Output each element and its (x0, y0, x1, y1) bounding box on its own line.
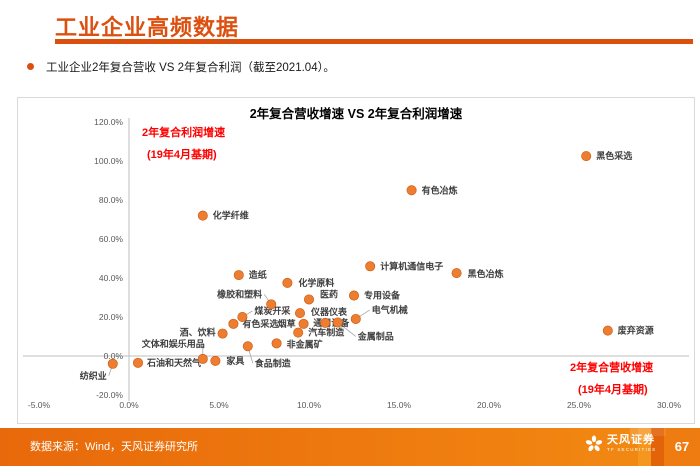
x-tick-label: 15.0% (387, 400, 412, 410)
x-tick-label: 5.0% (209, 400, 229, 410)
brand-name: 天风证券 (607, 434, 655, 447)
y-tick-label: 20.0% (99, 312, 124, 322)
data-point (197, 210, 208, 221)
point-label: 黑色冶炼 (468, 268, 504, 279)
data-point (242, 341, 253, 352)
data-point (332, 317, 343, 328)
point-label: 烟草 (278, 318, 296, 329)
title-underline (55, 39, 693, 44)
scatter-plot: 120.0%100.0%80.0%60.0%40.0%20.0%0.0%-20.… (23, 117, 689, 410)
bullet-icon (27, 63, 34, 70)
chart-panel: 120.0% 100.0% 80.0% 60.0% 40.0% 20.0% 0.0% -20.… (17, 97, 695, 424)
point-label: 有色采选 (242, 318, 278, 329)
footer-decor-block (651, 428, 664, 466)
data-point (365, 261, 376, 272)
x-tick-label: 10.0% (297, 400, 322, 410)
data-point (197, 353, 208, 364)
y-tick-label: 60.0% (99, 234, 124, 244)
data-point (348, 290, 359, 301)
flower-logo-icon (585, 435, 603, 452)
x-axis-annotation-line2: (19年4月基期) (578, 384, 648, 396)
page-number: 67 (674, 439, 690, 454)
y-tick-label: 0.0% (104, 351, 124, 361)
point-label: 废弃资源 (618, 325, 654, 336)
data-point (293, 327, 304, 338)
footer-decor-block (638, 428, 651, 466)
point-label: 食品制造 (254, 357, 292, 368)
data-point (451, 268, 462, 279)
x-tick-label: 30.0% (657, 400, 682, 410)
y-tick-label: 120.0% (94, 117, 123, 127)
point-label: 石油和天然气 (146, 357, 201, 368)
data-point (107, 358, 118, 369)
point-label: 医药 (320, 288, 338, 299)
data-point (266, 299, 277, 310)
point-label: 酒、饮料 (180, 327, 216, 338)
data-point (602, 325, 613, 336)
point-label: 专用设备 (364, 290, 401, 301)
x-tick-label: -5.0% (28, 400, 51, 410)
footer-bar: 数据来源：Wind，天风证券研究所 天风证券 TF SECURITIES 67 (0, 428, 700, 466)
x-axis-annotation-line1: 2年复合营收增速 (570, 362, 654, 374)
bullet-text: 工业企业2年复合营收 VS 2年复合利润（截至2021.04）。 (46, 62, 335, 74)
data-point (228, 318, 239, 329)
y-tick-label: 40.0% (99, 273, 124, 283)
point-label: 有色冶炼 (422, 184, 458, 195)
point-label: 文体和娱乐用品 (141, 338, 205, 349)
point-label: 纺织业 (80, 370, 107, 381)
point-label: 仪器仪表 (310, 306, 348, 317)
brand-subtitle: TF SECURITIES (607, 447, 657, 453)
y-axis-annotation-line2: (19年4月基期) (147, 149, 217, 161)
point-label: 化学纤维 (213, 210, 249, 221)
point-label: 化学原料 (298, 277, 334, 288)
y-tick-label: -20.0% (96, 390, 123, 400)
footer-decor-glint (652, 428, 666, 436)
footer-decor-block (664, 428, 700, 466)
data-point (233, 270, 244, 281)
point-label: 橡胶和塑料 (217, 288, 262, 299)
point-label: 汽车制造 (308, 327, 345, 338)
data-point (320, 317, 331, 328)
data-point (271, 338, 282, 349)
page-title: 工业企业高频数据 (55, 15, 240, 40)
y-tick-label: 80.0% (99, 195, 124, 205)
point-label: 煤炭开采 (254, 305, 290, 316)
footer-decor-glint (630, 428, 652, 441)
data-point (303, 294, 314, 305)
chart-title: 2年复合营收增速 VS 2年复合利润增速 (249, 107, 463, 121)
point-label: 黑色采选 (596, 150, 632, 161)
x-tick-label: 25.0% (567, 400, 592, 410)
data-point (282, 277, 293, 288)
data-point (350, 313, 361, 324)
point-label: 非金属矿 (287, 338, 323, 349)
x-tick-label: 20.0% (477, 400, 502, 410)
data-point (406, 185, 417, 196)
point-label: 电气机械 (372, 304, 408, 315)
source-text: 数据来源：Wind，天风证券研究所 (30, 441, 199, 453)
point-label: 家具 (226, 355, 244, 366)
y-tick-label: 100.0% (94, 156, 123, 166)
data-point (581, 151, 592, 162)
point-label: 金属制品 (357, 330, 394, 341)
data-point (210, 355, 221, 366)
x-tick-label: 0.0% (119, 400, 139, 410)
point-label: 计算机通信电子 (380, 260, 443, 271)
y-axis-annotation-line1: 2年复合利润增速 (142, 127, 226, 139)
data-point (237, 312, 248, 323)
point-label: 造纸 (249, 269, 267, 280)
data-point (294, 308, 305, 319)
data-point (133, 357, 144, 368)
tf-securities-logo: 天风证券 TF SECURITIES (585, 435, 656, 453)
data-point (298, 318, 309, 329)
point-label: 通用设备 (313, 317, 350, 328)
data-point (217, 328, 228, 339)
